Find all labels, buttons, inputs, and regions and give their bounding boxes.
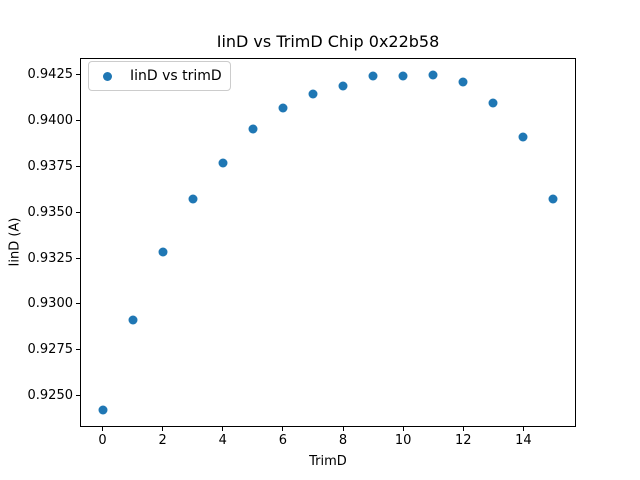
- y-tick: [76, 211, 80, 213]
- data-point: [278, 103, 288, 113]
- data-point: [218, 158, 228, 168]
- chart-title: IinD vs TrimD Chip 0x22b58: [216, 32, 440, 51]
- data-point: [158, 247, 168, 257]
- y-tick-label: 0.9375: [27, 158, 74, 174]
- x-tick: [402, 427, 404, 431]
- y-tick-label: 0.9275: [27, 342, 74, 358]
- y-tick: [76, 119, 80, 121]
- y-tick-label: 0.9425: [27, 66, 74, 82]
- y-tick-label: 0.9250: [27, 388, 74, 404]
- data-point: [518, 132, 528, 142]
- data-point: [308, 89, 318, 99]
- y-tick: [76, 165, 80, 167]
- x-tick: [222, 427, 224, 431]
- y-tick-label: 0.9325: [27, 250, 74, 266]
- y-tick-label: 0.9350: [27, 204, 74, 220]
- x-tick-label: 6: [278, 433, 288, 448]
- x-tick: [342, 427, 344, 431]
- x-axis-label: TrimD: [309, 454, 347, 469]
- x-tick: [282, 427, 284, 431]
- x-tick: [522, 427, 524, 431]
- legend: IinD vs trimD: [88, 61, 231, 91]
- x-tick-label: 14: [515, 433, 532, 448]
- legend-marker-icon: [103, 71, 112, 81]
- data-point: [458, 77, 468, 87]
- data-point: [428, 70, 438, 80]
- data-point: [128, 315, 138, 325]
- data-point: [248, 124, 258, 134]
- x-tick: [462, 427, 464, 431]
- x-tick: [162, 427, 164, 431]
- data-point: [368, 71, 378, 81]
- data-point: [98, 405, 108, 415]
- x-tick-label: 2: [158, 433, 167, 448]
- data-point: [488, 98, 498, 108]
- data-point: [338, 81, 348, 91]
- x-tick-label: 0: [98, 433, 107, 448]
- y-tick: [76, 349, 80, 351]
- data-point: [188, 194, 198, 203]
- x-tick-label: 4: [218, 433, 227, 448]
- y-tick-label: 0.9400: [27, 112, 74, 128]
- x-tick-label: 10: [394, 433, 412, 448]
- y-tick: [76, 73, 80, 75]
- plot-area: [80, 58, 576, 427]
- x-tick-label: 12: [454, 433, 472, 448]
- y-tick: [76, 257, 80, 259]
- y-tick-label: 0.9300: [27, 296, 74, 312]
- data-point: [548, 194, 558, 204]
- legend-label: IinD vs trimD: [130, 68, 222, 84]
- x-tick-label: 8: [338, 433, 348, 448]
- y-tick: [76, 395, 80, 397]
- data-point: [398, 71, 408, 81]
- y-tick: [76, 303, 80, 305]
- x-tick: [102, 427, 104, 431]
